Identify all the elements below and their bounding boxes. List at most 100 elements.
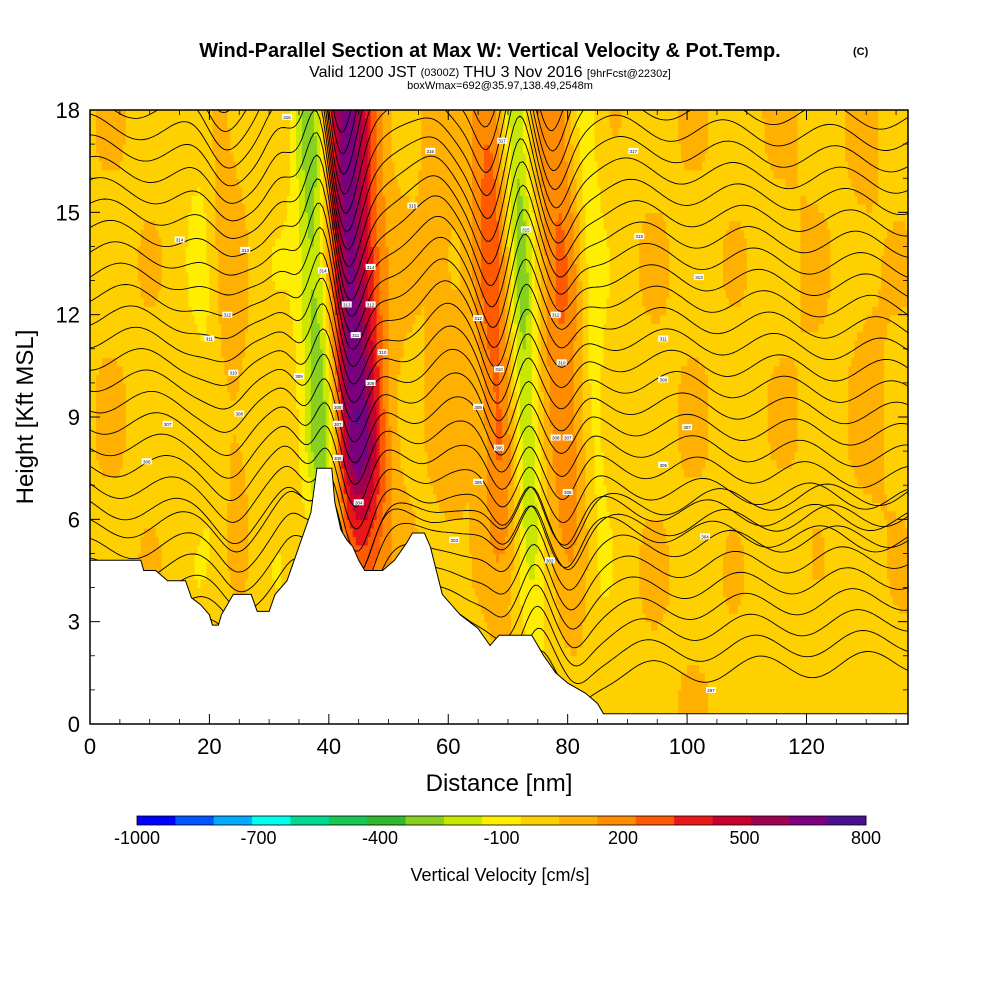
isentrope-line: [90, 202, 908, 334]
contour-label: 316: [282, 113, 292, 120]
contour-label: 312: [222, 311, 233, 318]
contour-label: 310: [377, 349, 388, 356]
colorbar-label: Vertical Velocity [cm/s]: [410, 865, 589, 885]
contour-label: 303: [449, 536, 460, 543]
contour-label: 317: [497, 137, 507, 144]
contour-label: 307: [332, 420, 343, 427]
contour-label: 314: [174, 236, 185, 243]
chart-subtitle: Valid 1200 JST (0300Z) THU 3 Nov 2016 [9…: [309, 63, 671, 81]
isentrope-line: [90, 178, 908, 317]
contour-label: 314: [365, 263, 376, 270]
forecast-info: [9hrFcst@2230z]: [587, 68, 671, 80]
isentrope-line: [90, 328, 908, 423]
colorbar-swatch: [597, 816, 637, 825]
isentrope-line: [90, 110, 908, 268]
y-tick-label: 15: [56, 200, 80, 225]
x-tick-label: 100: [669, 734, 706, 759]
contour-label: 309: [294, 373, 304, 380]
contour-label: 312: [550, 311, 561, 318]
colorbar-swatch: [213, 816, 253, 825]
x-tick-label: 60: [436, 734, 460, 759]
contour-label: 305: [658, 461, 669, 468]
contour-label: 297: [706, 686, 716, 693]
colorbar-frame: [136, 815, 867, 826]
valid-utc: (0300Z): [421, 67, 460, 79]
colorbar-swatch: [827, 816, 867, 825]
colorbar-tick-label: -400: [362, 828, 398, 848]
contour-label: 313: [694, 274, 704, 281]
contour-label: 304: [353, 499, 364, 506]
isentrope-line: [90, 226, 908, 351]
contour-label: 317: [628, 147, 639, 154]
colorbar-swatch: [559, 816, 598, 825]
isentrope-line: [90, 483, 908, 574]
isentrope-line: [90, 445, 908, 530]
contour-label: 308: [332, 403, 343, 410]
colorbar: -1000 -700 -400 -100 200 500 800: [114, 815, 881, 848]
isentrope-line: [90, 378, 908, 464]
colorbar-swatch: [252, 816, 291, 825]
contour-label: 311: [204, 335, 215, 342]
colorbar-swatch: [750, 816, 790, 825]
x-axis-label: Distance [nm]: [426, 770, 573, 797]
colorbar-swatch: [674, 816, 713, 825]
colorbar-swatch: [367, 816, 406, 825]
contour-label: 311: [658, 335, 669, 342]
axes: 0 20 40 60 80 100 120 0 3 6 9 12 15 18: [56, 98, 908, 759]
isentrope-line: [90, 402, 908, 486]
isentrope-line: [90, 524, 908, 616]
contour-label: 310: [228, 369, 239, 376]
isentrope-line: [90, 302, 908, 404]
contour-label: 307: [162, 420, 173, 427]
contour-label: 313: [341, 301, 352, 308]
isentrope-line: [90, 110, 908, 233]
contour-label: 313: [240, 246, 251, 253]
chart-title: Wind-Parallel Section at Max W: Vertical…: [199, 40, 780, 62]
colorbar-tick-label: -1000: [114, 828, 160, 848]
isentrope-line: [217, 110, 572, 176]
colorbar-tick-label: 200: [608, 828, 638, 848]
box-info: boxWmax=692@35.97,138.49,2548m: [407, 80, 593, 92]
plot-area: 316 314 313 312 311 310 309 308 307 306 314 313 311 3…: [90, 110, 908, 724]
terrain-mask: [90, 467, 908, 724]
isentrope-line: [90, 154, 908, 301]
colorbar-swatch: [175, 816, 215, 825]
contour-label: 314: [317, 267, 328, 274]
colorbar-swatch: [482, 816, 522, 825]
colorbar-tick-label: 500: [729, 828, 759, 848]
contour-label: 310: [494, 366, 504, 373]
colorbar-swatch: [789, 816, 829, 825]
contour-label: 315: [634, 233, 645, 240]
contour-label: 309: [365, 379, 376, 386]
x-tick-label: 80: [555, 734, 579, 759]
isentrope-line: [90, 486, 908, 575]
x-tick-label: 40: [317, 734, 341, 759]
contour-label: 316: [425, 147, 436, 154]
contour-label: 305: [473, 478, 484, 485]
colorbar-swatch: [328, 816, 368, 825]
contour-label: 312: [365, 301, 376, 308]
y-tick-label: 12: [56, 303, 80, 328]
colorbar-swatch: [443, 816, 483, 825]
y-tick-label: 18: [56, 98, 80, 123]
isentrope-line: [90, 132, 908, 285]
contour-labels: 316 314 313 312 311 310 309 308 307 306 314 313 311 3…: [141, 113, 716, 693]
colorbar-swatch: [635, 816, 675, 825]
y-axis-label: Height [Kft MSL]: [12, 330, 39, 505]
isentrope-line: [90, 110, 908, 251]
colorbar-tick-label: -700: [240, 828, 276, 848]
contour-label: 306: [141, 458, 152, 465]
colorbar-tick-label: 800: [851, 828, 881, 848]
contour-label: 315: [407, 202, 418, 209]
contour-label: 308: [234, 410, 245, 417]
isentrope-line: [206, 110, 908, 195]
y-tick-label: 0: [68, 712, 80, 737]
isentrope-line: [90, 353, 908, 443]
contour-label: 309: [658, 376, 669, 383]
contour-label: 305: [562, 489, 573, 495]
isentrope-line: [90, 504, 908, 595]
y-tick-label: 6: [68, 507, 80, 532]
contour-label: 311: [350, 332, 361, 339]
colorbar-swatch: [520, 816, 560, 825]
y-tick-label: 3: [68, 610, 80, 635]
